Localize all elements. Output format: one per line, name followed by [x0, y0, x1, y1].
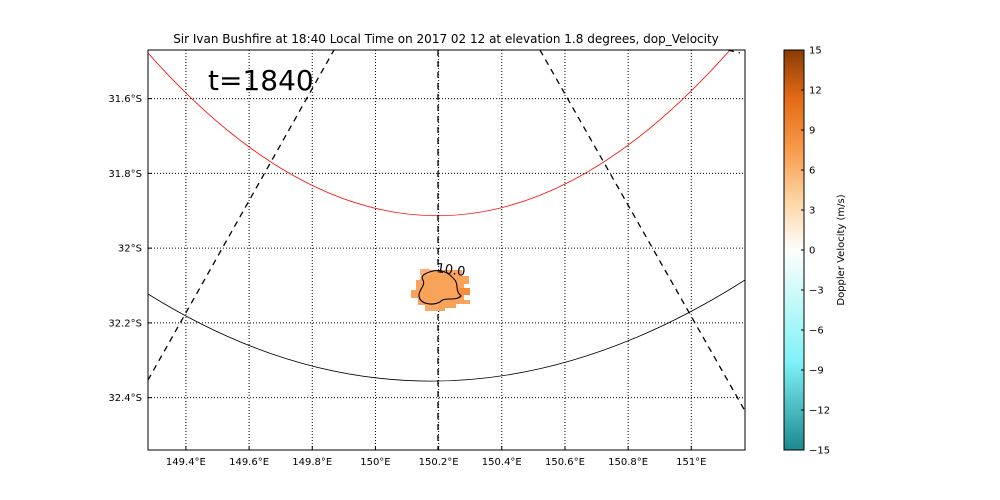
colorbar-tick-label: 15	[809, 46, 822, 57]
y-axis: 31.6°S 31.8°S 32°S 32.2°S 32.4°S	[108, 94, 152, 404]
colorbar-tick-label: −3	[809, 286, 824, 297]
radial-line-left	[148, 50, 335, 381]
x-tick-label: 149.8°E	[292, 457, 332, 468]
time-annotation: t=1840	[208, 64, 314, 97]
y-tick-label: 32.4°S	[108, 393, 142, 404]
chart-title: Sir Ivan Bushfire at 18:40 Local Time on…	[173, 32, 719, 46]
radial-line-right	[539, 50, 745, 412]
colorbar-tick-label: 3	[809, 206, 815, 217]
y-tick-label: 31.8°S	[108, 169, 142, 180]
range-ring-black	[148, 279, 745, 382]
y-tick-label: 31.6°S	[108, 94, 142, 105]
x-tick-label: 150.4°E	[482, 457, 522, 468]
colorbar-label: Doppler Velocity (m/s)	[836, 194, 847, 305]
y-tick-label: 32.2°S	[108, 318, 142, 329]
contour-label: 10.0	[435, 261, 466, 280]
colorbar-tick-label: −12	[809, 406, 830, 417]
velocity-echo: 10.0	[411, 261, 470, 311]
plot-area	[148, 50, 745, 450]
map-overlays: 10.0	[148, 50, 745, 450]
colorbar-ticks: 15 12 9 6 3 0 −3 −6 −9 −12 −15	[801, 46, 830, 457]
x-tick-label: 150.8°E	[608, 457, 648, 468]
y-tick-label: 32°S	[118, 244, 142, 255]
x-tick-label: 150°E	[360, 457, 390, 468]
echo-cell	[425, 304, 439, 311]
colorbar-tick-label: 0	[809, 246, 815, 257]
x-axis: 149.4°E 149.6°E 149.8°E 150°E 150.2°E 150.4°E…	[166, 446, 707, 468]
colorbar-tick-label: 9	[809, 126, 815, 137]
x-tick-label: 149.6°E	[229, 457, 269, 468]
x-tick-label: 150.2°E	[419, 457, 459, 468]
colorbar-tick-label: 12	[809, 86, 822, 97]
colorbar-tick-label: −15	[809, 446, 830, 457]
x-tick-label: 150.6°E	[545, 457, 585, 468]
colorbar-tick-label: −9	[809, 366, 824, 377]
x-tick-label: 149.4°E	[166, 457, 206, 468]
contour-line	[418, 269, 462, 305]
colorbar-tick-label: −6	[809, 326, 824, 337]
echo-cell	[420, 269, 430, 275]
echo-cell	[457, 288, 470, 295]
x-tick-label: 151°E	[676, 457, 706, 468]
plot-frame	[147, 49, 746, 451]
colorbar-tick-label: 6	[809, 166, 815, 177]
